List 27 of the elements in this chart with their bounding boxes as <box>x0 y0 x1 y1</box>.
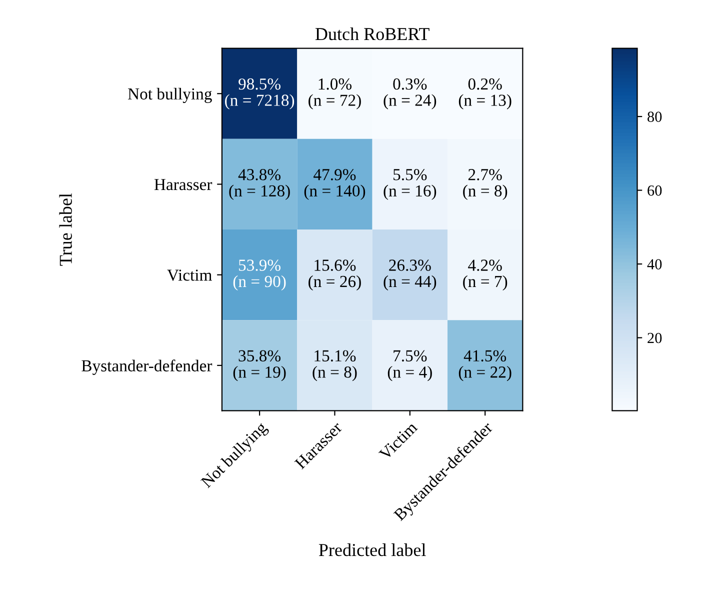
data-label: 41.5% (n = 22) <box>458 350 512 382</box>
color-bar-label: 40 <box>647 259 662 270</box>
data-label: 5.5% (n = 16) <box>384 169 436 200</box>
data-label: 1.0% (n = 72) <box>308 78 361 110</box>
data-label: 2.7% (n = 8) <box>463 169 508 200</box>
data-label: 43.8% (n = 128) <box>229 169 290 200</box>
data-label: 53.9% (n = 90) <box>233 260 286 291</box>
data-label: 15.6% (n = 26) <box>308 260 361 291</box>
data-label: 7.5% (n = 4) <box>388 350 432 382</box>
data-label: 0.2% (n = 13) <box>458 78 512 110</box>
data-label: 4.2% (n = 7) <box>463 260 508 291</box>
y-tick-label: Victim <box>167 270 212 281</box>
y-tick-label: Bystander-defender <box>82 360 212 375</box>
color-bar-label: 20 <box>648 332 662 344</box>
color-bar-label: 80 <box>648 112 662 122</box>
data-label: 0.3% (n = 24) <box>384 78 436 110</box>
y-axis-title: True label <box>59 193 72 266</box>
chart-title: Dutch RoBERT <box>315 27 430 40</box>
y-tick-label: Not bullying <box>128 88 212 103</box>
data-label: 47.9% (n = 140) <box>304 169 366 200</box>
data-label: 26.3% (n = 44) <box>384 260 436 291</box>
data-label: 15.1% (n = 8) <box>312 350 357 382</box>
data-label: 35.8% (n = 19) <box>233 350 286 382</box>
color-bar-label: 60 <box>648 185 662 196</box>
y-tick-label: Harasser <box>154 179 212 190</box>
data-label: 98.5% (n = 7218) <box>225 78 294 110</box>
x-axis-title: Predicted label <box>318 543 426 556</box>
